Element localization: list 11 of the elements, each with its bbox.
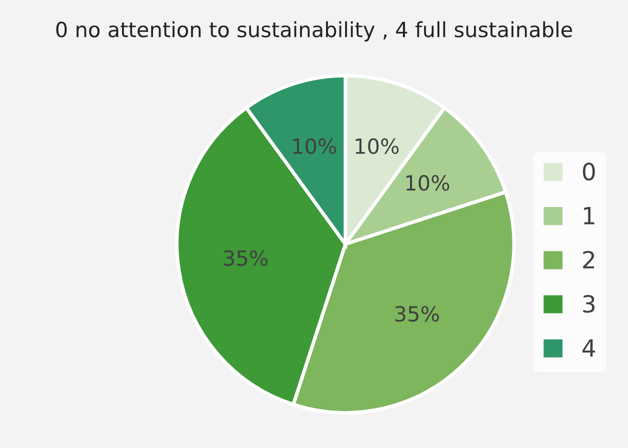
legend-label: 2 <box>583 250 594 268</box>
data-label: 35% <box>395 306 439 322</box>
data-label: 10% <box>293 138 336 154</box>
data-label: 35% <box>224 250 268 266</box>
legend-label: 4 <box>582 339 596 357</box>
data-label: 10% <box>406 175 450 191</box>
legend-label: 3 <box>583 294 595 313</box>
legend-label: 0 <box>582 162 595 181</box>
chart-title: 0 no attention to sustainability , 4 full sustainable <box>56 21 572 42</box>
data-label: 10% <box>356 138 399 154</box>
legend-label: 1 <box>584 207 594 224</box>
